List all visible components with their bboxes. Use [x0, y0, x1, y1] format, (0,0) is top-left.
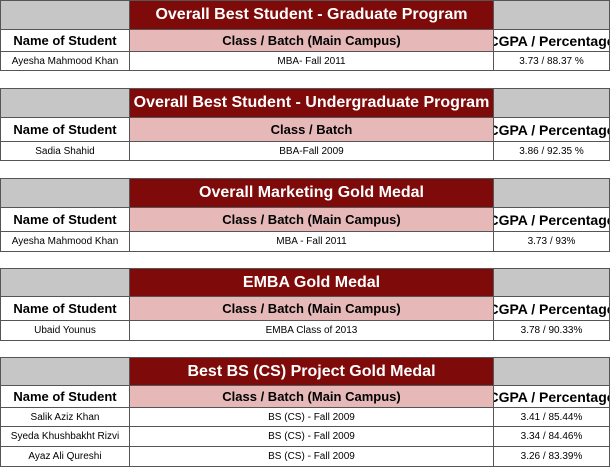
table-row: Ayaz Ali Qureshi BS (CS) - Fall 2009 3.2…	[0, 447, 610, 467]
header-name: Name of Student	[0, 118, 130, 142]
title-spacer-right	[494, 268, 610, 297]
student-name: Salik Aziz Khan	[0, 408, 130, 427]
header-cgpa: CGPA / Percentage	[494, 386, 610, 408]
header-cgpa: CGPA / Percentage	[494, 118, 610, 142]
award-table-marketing: Overall Marketing Gold Medal Name of Stu…	[0, 178, 610, 252]
student-class: MBA - Fall 2011	[130, 232, 494, 252]
award-table-bs-cs: Best BS (CS) Project Gold Medal Name of …	[0, 357, 610, 467]
title-spacer-right	[494, 88, 610, 118]
student-name: Sadia Shahid	[0, 142, 130, 161]
title-spacer-left	[0, 268, 130, 297]
header-cgpa: CGPA / Percentage	[494, 297, 610, 321]
header-class: Class / Batch (Main Campus)	[130, 297, 494, 321]
student-class: MBA- Fall 2011	[130, 52, 494, 71]
header-class: Class / Batch (Main Campus)	[130, 386, 494, 408]
award-title: EMBA Gold Medal	[130, 268, 494, 297]
header-name: Name of Student	[0, 208, 130, 232]
table-row: Ubaid Younus EMBA Class of 2013 3.78 / 9…	[0, 321, 610, 341]
header-cgpa: CGPA / Percentage	[494, 208, 610, 232]
award-table-emba: EMBA Gold Medal Name of Student Class / …	[0, 268, 610, 341]
table-row: Sadia Shahid BBA-Fall 2009 3.86 / 92.35 …	[0, 142, 610, 161]
student-name: Ayesha Mahmood Khan	[0, 232, 130, 252]
award-table-undergraduate: Overall Best Student - Undergraduate Pro…	[0, 88, 610, 161]
header-name: Name of Student	[0, 297, 130, 321]
table-row: Ayesha Mahmood Khan MBA - Fall 2011 3.73…	[0, 232, 610, 252]
award-title: Overall Best Student - Undergraduate Pro…	[130, 88, 494, 118]
award-title: Overall Best Student - Graduate Program	[130, 0, 494, 30]
student-name: Ayaz Ali Qureshi	[0, 447, 130, 467]
student-cgpa: 3.78 / 90.33%	[494, 321, 610, 341]
header-class: Class / Batch (Main Campus)	[130, 208, 494, 232]
student-cgpa: 3.73 / 93%	[494, 232, 610, 252]
table-row: Ayesha Mahmood Khan MBA- Fall 2011 3.73 …	[0, 52, 610, 71]
header-cgpa: CGPA / Percentage	[494, 30, 610, 52]
header-class: Class / Batch	[130, 118, 494, 142]
title-spacer-left	[0, 88, 130, 118]
student-class: BS (CS) - Fall 2009	[130, 427, 494, 447]
title-spacer-right	[494, 0, 610, 30]
table-row: Syeda Khushbakht Rizvi BS (CS) - Fall 20…	[0, 427, 610, 447]
student-name: Syeda Khushbakht Rizvi	[0, 427, 130, 447]
student-class: EMBA Class of 2013	[130, 321, 494, 341]
student-name: Ayesha Mahmood Khan	[0, 52, 130, 71]
student-name: Ubaid Younus	[0, 321, 130, 341]
student-cgpa: 3.34 / 84.46%	[494, 427, 610, 447]
title-spacer-right	[494, 178, 610, 208]
student-class: BS (CS) - Fall 2009	[130, 408, 494, 427]
table-row: Salik Aziz Khan BS (CS) - Fall 2009 3.41…	[0, 408, 610, 427]
header-name: Name of Student	[0, 30, 130, 52]
title-spacer-right	[494, 357, 610, 386]
award-title: Overall Marketing Gold Medal	[130, 178, 494, 208]
student-cgpa: 3.73 / 88.37 %	[494, 52, 610, 71]
title-spacer-left	[0, 357, 130, 386]
header-name: Name of Student	[0, 386, 130, 408]
student-cgpa: 3.86 / 92.35 %	[494, 142, 610, 161]
header-class: Class / Batch (Main Campus)	[130, 30, 494, 52]
title-spacer-left	[0, 178, 130, 208]
student-class: BBA-Fall 2009	[130, 142, 494, 161]
title-spacer-left	[0, 0, 130, 30]
award-title: Best BS (CS) Project Gold Medal	[130, 357, 494, 386]
award-table-graduate: Overall Best Student - Graduate Program …	[0, 0, 610, 71]
student-cgpa: 3.26 / 83.39%	[494, 447, 610, 467]
student-cgpa: 3.41 / 85.44%	[494, 408, 610, 427]
student-class: BS (CS) - Fall 2009	[130, 447, 494, 467]
